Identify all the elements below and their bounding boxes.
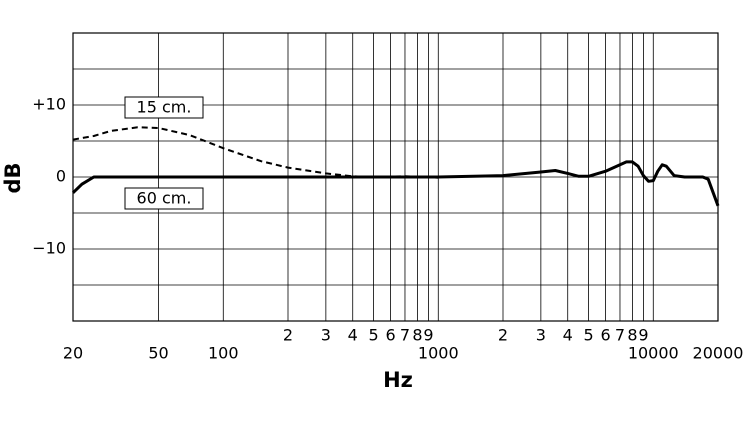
x-tick-label: 8 (627, 326, 637, 345)
x-tick-label: 7 (615, 326, 625, 345)
x-tick-label: 6 (600, 326, 610, 345)
legend-box (124, 96, 204, 119)
x-tick-label: 5 (368, 326, 378, 345)
x-tick-label: 8 (412, 326, 422, 345)
x-tick-label: 3 (321, 326, 331, 345)
x-tick-label: 2 (498, 326, 508, 345)
x-tick-label: 7 (400, 326, 410, 345)
x-tick-label: 4 (563, 326, 573, 345)
line-series (72, 126, 439, 179)
x-tick-label: 6 (385, 326, 395, 345)
x-tick-label: 2 (283, 326, 293, 345)
line-series (71, 160, 720, 207)
x-tick-label: 9 (423, 326, 433, 345)
x-tick-label: 100 (208, 344, 239, 363)
legend-label: 15 cm. (137, 98, 192, 117)
x-tick-label: 9 (638, 326, 648, 345)
y-axis-label: dB (1, 162, 25, 193)
x-tick-label: 10000 (628, 344, 679, 363)
x-tick-label: 4 (348, 326, 358, 345)
legend-label: 60 cm. (137, 189, 192, 208)
y-tick-label: −10 (32, 239, 66, 258)
legend-box (124, 187, 204, 210)
x-axis-label: Hz (383, 368, 413, 392)
y-tick-label: +10 (32, 95, 66, 114)
x-tick-label: 5 (583, 326, 593, 345)
x-tick-label: 50 (148, 344, 168, 363)
x-tick-label: 1000 (418, 344, 459, 363)
x-tick-label: 20000 (693, 344, 744, 363)
x-tick-label: 3 (536, 326, 546, 345)
x-tick-label: 20 (63, 344, 83, 363)
y-tick-label: 0 (56, 167, 66, 186)
